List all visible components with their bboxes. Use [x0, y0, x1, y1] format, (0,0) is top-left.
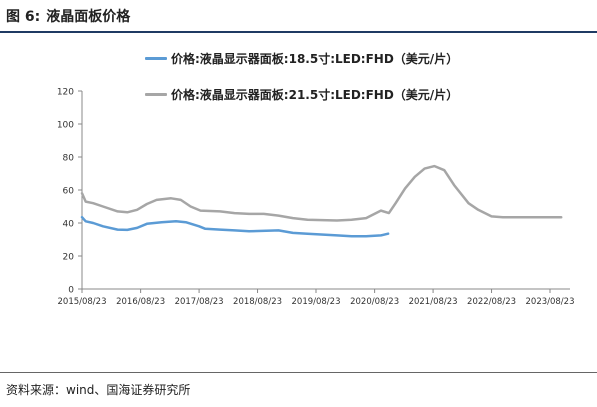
x-tick-label: 2023/08/23 [526, 297, 575, 307]
x-tick-label: 2021/08/23 [409, 297, 458, 307]
x-tick-label: 2020/08/23 [350, 297, 399, 307]
x-tick-label: 2022/08/23 [467, 297, 516, 307]
legend-label-series-1: 价格:液晶显示器面板:18.5寸:LED:FHD（美元/片） [171, 52, 459, 66]
x-tick-label: 2015/08/23 [58, 297, 107, 307]
chart-series-layer [80, 164, 563, 238]
title-divider [0, 31, 597, 33]
source-divider [0, 372, 597, 373]
figure-number: 图 6: [6, 9, 41, 25]
y-tick-label: 60 [63, 187, 75, 197]
series-line-2 [80, 164, 563, 222]
figure-title: 图 6: 液晶面板价格 [6, 6, 130, 26]
y-tick-label: 120 [57, 88, 74, 98]
legend-item-series-2: 价格:液晶显示器面板:21.5寸:LED:FHD（美元/片） [145, 86, 458, 103]
legend-swatch-series-1 [145, 57, 167, 60]
legend-item-series-1: 价格:液晶显示器面板:18.5寸:LED:FHD（美元/片） [145, 50, 458, 67]
y-tick-label: 0 [68, 286, 74, 296]
x-tick-label: 2016/08/23 [116, 297, 165, 307]
y-tick-label: 80 [63, 154, 75, 164]
x-tick-label: 2019/08/23 [292, 297, 341, 307]
series-line-1 [80, 215, 390, 238]
x-tick-label: 2018/08/23 [233, 297, 282, 307]
legend-swatch-series-2 [145, 93, 167, 96]
y-tick-label: 100 [57, 121, 74, 131]
source-note: 资料来源：wind、国海证券研究所 [6, 383, 191, 397]
x-tick-label: 2017/08/23 [175, 297, 224, 307]
y-tick-label: 40 [63, 220, 75, 230]
chart-axes: 0 20 40 60 80 100 120 2015/08/23 2016/08/23 2017/… [57, 88, 575, 308]
legend-label-series-2: 价格:液晶显示器面板:21.5寸:LED:FHD（美元/片） [171, 88, 459, 102]
figure-title-text: 液晶面板价格 [46, 9, 131, 25]
y-tick-label: 20 [63, 253, 75, 263]
